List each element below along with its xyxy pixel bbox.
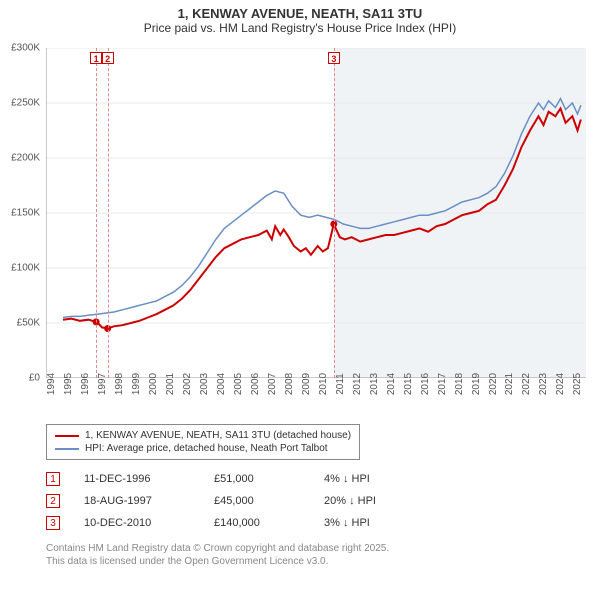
sales-date: 10-DEC-2010 xyxy=(84,517,214,529)
x-tick-label: 2015 xyxy=(403,373,414,395)
x-tick-label: 2009 xyxy=(301,373,312,395)
x-tick-label: 1995 xyxy=(63,373,74,395)
sales-date: 18-AUG-1997 xyxy=(84,495,214,507)
x-tick-label: 2018 xyxy=(454,373,465,395)
sales-price: £140,000 xyxy=(214,517,324,529)
x-tick-label: 2004 xyxy=(216,373,227,395)
x-tick-label: 2006 xyxy=(250,373,261,395)
legend-row: 1, KENWAY AVENUE, NEATH, SA11 3TU (detac… xyxy=(55,429,351,442)
legend-label: HPI: Average price, detached house, Neat… xyxy=(85,443,328,454)
x-tick-label: 2008 xyxy=(284,373,295,395)
x-tick-label: 2014 xyxy=(386,373,397,395)
x-tick-label: 1998 xyxy=(114,373,125,395)
x-tick-label: 2012 xyxy=(352,373,363,395)
legend-swatch-hpi xyxy=(55,448,79,450)
x-tick-label: 2002 xyxy=(182,373,193,395)
y-tick-label: £200K xyxy=(0,153,40,164)
sales-diff: 4% ↓ HPI xyxy=(324,473,444,485)
footnote-line: This data is licensed under the Open Gov… xyxy=(46,555,389,568)
sales-row: 3 10-DEC-2010 £140,000 3% ↓ HPI xyxy=(46,512,444,534)
x-tick-label: 2021 xyxy=(504,373,515,395)
event-vline xyxy=(108,48,109,378)
x-tick-label: 2013 xyxy=(369,373,380,395)
x-tick-label: 2003 xyxy=(199,373,210,395)
x-tick-label: 1999 xyxy=(131,373,142,395)
legend-swatch-price-paid xyxy=(55,435,79,437)
sales-index-box: 3 xyxy=(46,516,60,530)
x-tick-label: 2025 xyxy=(572,373,583,395)
legend-box: 1, KENWAY AVENUE, NEATH, SA11 3TU (detac… xyxy=(46,424,360,460)
legend-label: 1, KENWAY AVENUE, NEATH, SA11 3TU (detac… xyxy=(85,430,351,441)
footnote-line: Contains HM Land Registry data © Crown c… xyxy=(46,542,389,555)
y-tick-label: £150K xyxy=(0,208,40,219)
footnote: Contains HM Land Registry data © Crown c… xyxy=(46,542,389,568)
figure-container: 1, KENWAY AVENUE, NEATH, SA11 3TU Price … xyxy=(0,0,600,590)
sales-row: 2 18-AUG-1997 £45,000 20% ↓ HPI xyxy=(46,490,444,512)
title-block: 1, KENWAY AVENUE, NEATH, SA11 3TU Price … xyxy=(0,0,600,37)
legend-row: HPI: Average price, detached house, Neat… xyxy=(55,442,351,455)
event-marker-box: 1 xyxy=(90,52,102,64)
event-vline xyxy=(334,48,335,378)
sales-price: £45,000 xyxy=(214,495,324,507)
sales-index-box: 1 xyxy=(46,472,60,486)
x-tick-label: 2022 xyxy=(521,373,532,395)
event-marker-box: 2 xyxy=(102,52,114,64)
x-tick-label: 1994 xyxy=(46,373,57,395)
x-tick-label: 2005 xyxy=(233,373,244,395)
x-tick-label: 2007 xyxy=(267,373,278,395)
event-marker-box: 3 xyxy=(328,52,340,64)
x-tick-label: 2023 xyxy=(538,373,549,395)
x-tick-label: 2010 xyxy=(318,373,329,395)
x-tick-label: 2019 xyxy=(471,373,482,395)
sales-table: 1 11-DEC-1996 £51,000 4% ↓ HPI 2 18-AUG-… xyxy=(46,468,444,534)
chart-area: £0£50K£100K£150K£200K£250K£300K 19941995… xyxy=(46,48,586,378)
title-address: 1, KENWAY AVENUE, NEATH, SA11 3TU xyxy=(0,6,600,21)
x-tick-label: 2001 xyxy=(165,373,176,395)
event-vline xyxy=(96,48,97,378)
sales-row: 1 11-DEC-1996 £51,000 4% ↓ HPI xyxy=(46,468,444,490)
sales-diff: 20% ↓ HPI xyxy=(324,495,444,507)
y-tick-label: £0 xyxy=(0,373,40,384)
chart-svg xyxy=(46,48,586,378)
sales-index-box: 2 xyxy=(46,494,60,508)
y-tick-label: £100K xyxy=(0,263,40,274)
x-tick-label: 2000 xyxy=(148,373,159,395)
sales-diff: 3% ↓ HPI xyxy=(324,517,444,529)
y-tick-label: £300K xyxy=(0,43,40,54)
y-tick-label: £250K xyxy=(0,98,40,109)
sales-date: 11-DEC-1996 xyxy=(84,473,214,485)
x-tick-label: 2020 xyxy=(488,373,499,395)
x-tick-label: 2011 xyxy=(335,373,346,395)
x-tick-label: 1997 xyxy=(97,373,108,395)
title-subtitle: Price paid vs. HM Land Registry's House … xyxy=(0,21,600,35)
x-tick-label: 2017 xyxy=(437,373,448,395)
y-tick-label: £50K xyxy=(0,318,40,329)
x-tick-label: 1996 xyxy=(80,373,91,395)
x-tick-label: 2024 xyxy=(555,373,566,395)
x-tick-label: 2016 xyxy=(420,373,431,395)
sales-price: £51,000 xyxy=(214,473,324,485)
